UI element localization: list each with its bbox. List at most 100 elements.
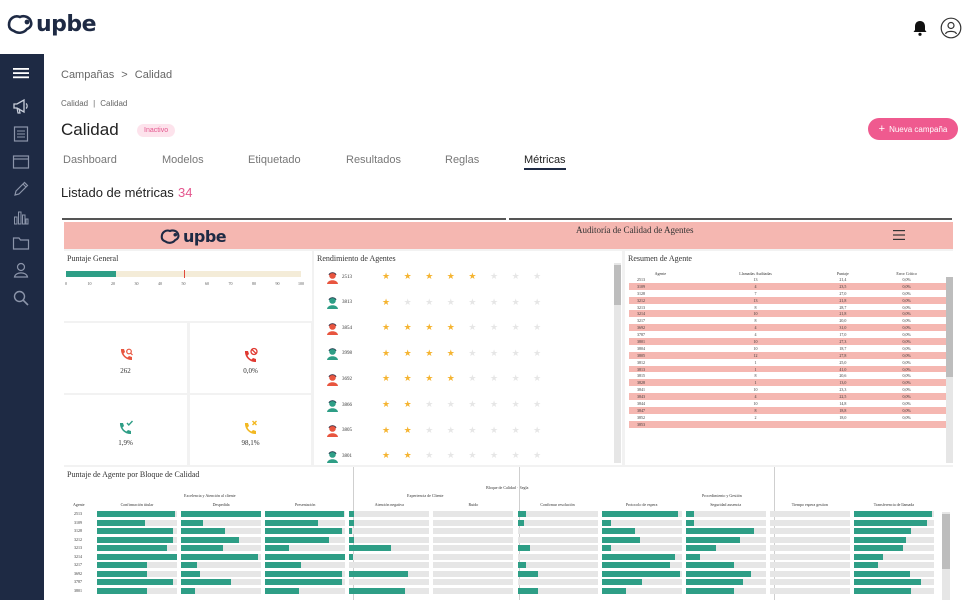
tab-metricas[interactable]: Métricas — [524, 154, 566, 170]
table-row[interactable]: 3843 4 22,5 0,0% — [629, 393, 947, 401]
block-bar[interactable] — [685, 528, 754, 535]
block-bar[interactable] — [517, 511, 526, 517]
tab-modelos[interactable]: Modelos — [162, 154, 204, 166]
block-bar[interactable] — [853, 587, 912, 594]
block-bar[interactable] — [349, 570, 409, 577]
block-bar[interactable] — [853, 536, 906, 543]
block-bar[interactable] — [601, 536, 640, 543]
block-bar[interactable] — [853, 579, 922, 586]
block-bar[interactable] — [349, 587, 406, 594]
block-bar[interactable] — [349, 528, 353, 535]
block-bar[interactable] — [265, 536, 330, 543]
ranking-scroll-thumb[interactable] — [614, 265, 621, 305]
block-bar[interactable] — [97, 579, 173, 586]
megaphone-icon[interactable] — [12, 97, 30, 115]
table-row[interactable]: 3815 8 20,6 0,0% — [629, 372, 947, 379]
block-bar[interactable] — [517, 562, 526, 569]
brand-logo[interactable]: upbe — [6, 12, 97, 37]
breadcrumb-campaigns[interactable]: Campañas — [61, 69, 115, 81]
block-bar[interactable] — [97, 536, 173, 543]
block-bar[interactable] — [601, 553, 676, 560]
block-bar[interactable] — [265, 587, 299, 594]
ranking-scrollbar[interactable] — [614, 263, 621, 463]
block-bar[interactable] — [601, 519, 612, 526]
block-bar[interactable] — [601, 587, 626, 594]
document-icon[interactable] — [12, 125, 30, 143]
agent-ranking-row[interactable]: 3998 ★ ★ ★ ★ ★ ★ ★ ★ — [326, 344, 555, 364]
summary-scrollbar[interactable] — [946, 277, 953, 463]
block-bar[interactable] — [181, 511, 262, 517]
blocks-scrollbar[interactable] — [942, 512, 950, 600]
new-campaign-button[interactable]: + Nueva campaña — [868, 118, 958, 140]
blocks-scroll-thumb[interactable] — [942, 514, 950, 569]
block-bar[interactable] — [349, 519, 355, 526]
table-row[interactable]: 3844 10 14,8 0,0% — [629, 400, 947, 407]
block-bar[interactable] — [601, 562, 670, 569]
block-bar[interactable] — [265, 553, 346, 560]
block-bar[interactable] — [265, 545, 290, 552]
block-bar[interactable] — [853, 562, 878, 569]
tab-etiquetado[interactable]: Etiquetado — [248, 154, 301, 166]
table-row[interactable]: 3852 2 18,0 0,0% — [629, 414, 947, 421]
table-row[interactable]: 3128 7 27,0 0,0% — [629, 290, 947, 297]
block-bar[interactable] — [685, 587, 734, 594]
menu-icon[interactable] — [893, 230, 905, 240]
window-icon[interactable] — [12, 153, 30, 171]
table-row[interactable]: 3847 8 18,8 0,0% — [629, 406, 947, 414]
sub-breadcrumb-second[interactable]: Calidad — [100, 99, 128, 108]
block-bar[interactable] — [685, 570, 752, 577]
block-bar[interactable] — [349, 511, 355, 517]
block-bar[interactable] — [853, 528, 912, 535]
table-row[interactable]: 3214 10 21,8 0,0% — [629, 310, 947, 318]
block-bar[interactable] — [601, 511, 678, 517]
table-row[interactable]: 3841 10 23,3 0,0% — [629, 386, 947, 393]
user-circle-icon[interactable] — [940, 17, 962, 39]
block-bar[interactable] — [853, 570, 910, 577]
table-row[interactable]: 3805 12 27,8 0,0% — [629, 351, 947, 359]
block-bar[interactable] — [181, 553, 258, 560]
block-bar[interactable] — [601, 579, 642, 586]
block-bar[interactable] — [181, 545, 223, 552]
block-bar[interactable] — [265, 562, 302, 569]
tab-reglas[interactable]: Reglas — [445, 154, 480, 166]
table-row[interactable]: 3692 4 31,0 0,0% — [629, 324, 947, 332]
block-bar[interactable] — [265, 519, 318, 526]
block-bar[interactable] — [181, 570, 201, 577]
block-bar[interactable] — [685, 553, 701, 560]
block-bar[interactable] — [97, 553, 177, 560]
table-row[interactable]: 3853 — [629, 420, 947, 428]
block-bar[interactable] — [265, 528, 342, 535]
summary-scroll-thumb[interactable] — [946, 277, 953, 377]
block-bar[interactable] — [853, 545, 904, 552]
menu-icon[interactable] — [12, 64, 30, 82]
block-bar[interactable] — [601, 545, 612, 552]
table-row[interactable]: 3813 1 41,0 0,0% — [629, 365, 947, 373]
agent-ranking-row[interactable]: 3813 ★ ★ ★ ★ ★ ★ ★ ★ — [326, 293, 555, 313]
agent-ranking-row[interactable]: 3866 ★ ★ ★ ★ ★ ★ ★ ★ — [326, 395, 555, 415]
user-icon[interactable] — [12, 261, 30, 279]
block-bar[interactable] — [97, 511, 176, 517]
bell-icon[interactable] — [911, 19, 929, 37]
folder-icon[interactable] — [12, 234, 30, 252]
table-row[interactable]: 3212 13 21,8 0,0% — [629, 296, 947, 304]
tab-resultados[interactable]: Resultados — [346, 154, 402, 166]
block-bar[interactable] — [97, 545, 168, 552]
block-bar[interactable] — [97, 562, 148, 569]
block-bar[interactable] — [685, 536, 741, 543]
tab-dashboard[interactable]: Dashboard — [63, 154, 117, 166]
agent-ranking-row[interactable]: 3801 ★ ★ ★ ★ ★ ★ ★ ★ — [326, 446, 555, 466]
block-bar[interactable] — [97, 519, 145, 526]
block-bar[interactable] — [685, 579, 744, 586]
table-row[interactable]: 3804 10 18,7 0,0% — [629, 345, 947, 352]
table-row[interactable]: 3109 4 23,5 0,0% — [629, 282, 947, 290]
bar-chart-icon[interactable] — [12, 208, 30, 226]
pencil-icon[interactable] — [12, 180, 30, 198]
table-row[interactable]: 3217 8 20,0 0,0% — [629, 317, 947, 324]
block-bar[interactable] — [517, 570, 538, 577]
block-bar[interactable] — [601, 528, 636, 535]
block-bar[interactable] — [517, 587, 538, 594]
table-row[interactable]: 3801 10 27,3 0,0% — [629, 338, 947, 345]
block-bar[interactable] — [181, 519, 203, 526]
block-bar[interactable] — [685, 562, 734, 569]
block-bar[interactable] — [685, 545, 717, 552]
